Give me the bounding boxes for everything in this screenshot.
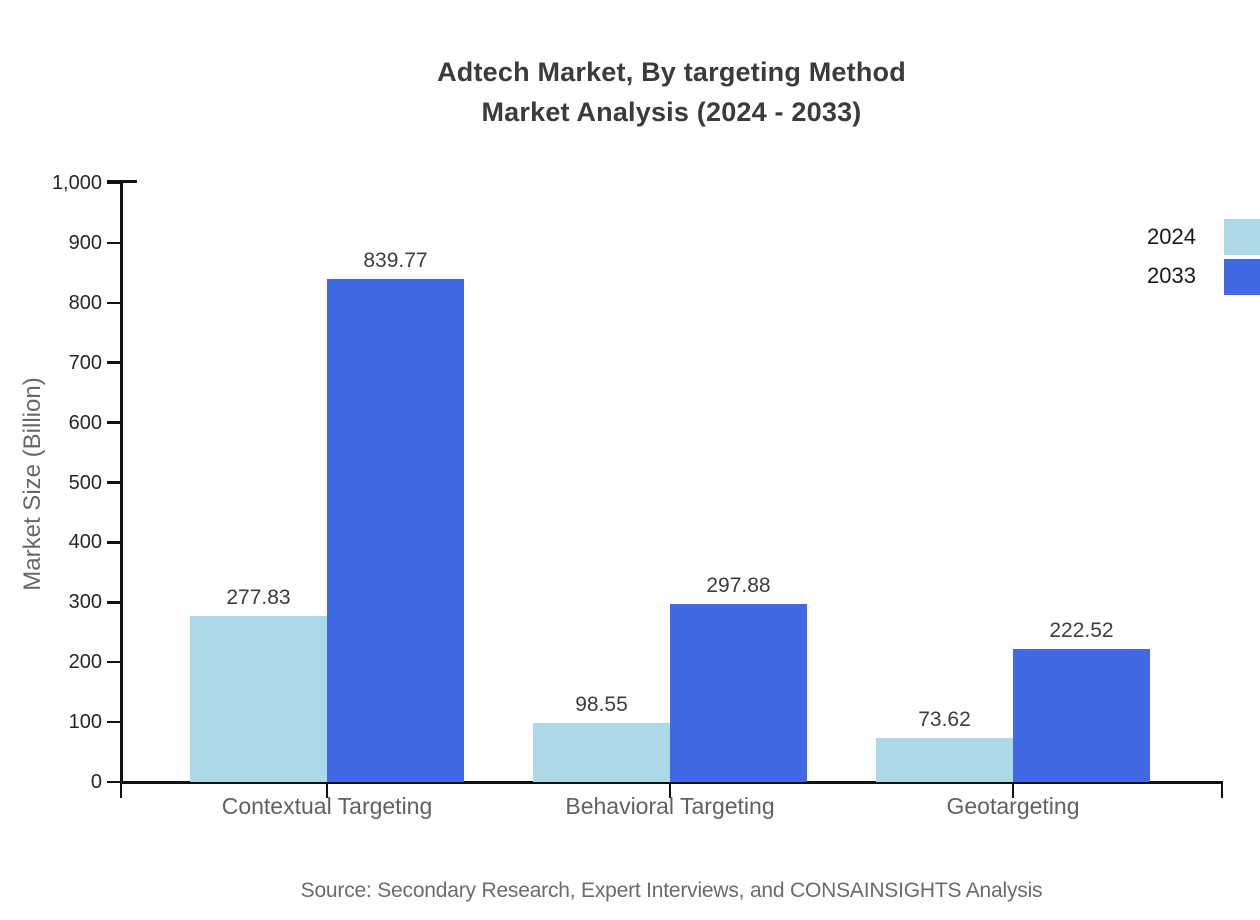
y-tick-label: 500	[68, 471, 102, 494]
bar	[876, 737, 1013, 782]
y-tick	[107, 601, 120, 604]
bar	[670, 603, 807, 782]
x-tick	[119, 783, 123, 798]
value-label: 222.52	[1049, 618, 1114, 642]
bar	[190, 615, 327, 782]
y-tick-label: 400	[68, 531, 102, 554]
y-tick	[107, 301, 120, 305]
y-tick-label: 300	[68, 591, 102, 614]
y-tick	[107, 720, 120, 724]
category-label: Geotargeting	[946, 793, 1080, 819]
y-tick	[107, 421, 120, 424]
bar	[533, 722, 670, 782]
bar	[1013, 648, 1150, 782]
value-label: 277.83	[226, 585, 291, 609]
y-tick	[107, 481, 120, 484]
y-tick-label: 600	[68, 411, 102, 434]
y-tick-label: 700	[68, 351, 102, 374]
y-tick-label: 200	[68, 651, 102, 674]
y-tick-label: 800	[68, 291, 102, 314]
x-tick	[325, 783, 329, 798]
y-axis-endcap	[107, 180, 137, 183]
bar	[327, 278, 464, 782]
x-tick	[1220, 783, 1224, 798]
y-tick	[107, 780, 120, 784]
chart-title-line1: Adtech Market, By targeting Method	[437, 57, 906, 87]
y-tick	[107, 181, 120, 185]
value-label: 98.55	[575, 692, 628, 716]
y-axis-line	[120, 181, 123, 784]
y-tick-label: 100	[68, 711, 102, 734]
value-label: 297.88	[706, 573, 771, 597]
y-tick	[107, 660, 120, 664]
value-label: 73.62	[918, 707, 971, 731]
source-attribution: Source: Secondary Research, Expert Inter…	[300, 879, 1043, 902]
value-label: 839.77	[363, 248, 428, 272]
legend-label: 2024	[1147, 224, 1196, 249]
y-tick-label: 0	[90, 771, 102, 793]
chart-title: Adtech Market, By targeting Method Marke…	[121, 52, 1222, 132]
y-tick	[107, 541, 120, 544]
legend-swatch	[1224, 219, 1260, 255]
y-tick-label: 1,000	[51, 172, 102, 194]
y-tick	[107, 361, 120, 364]
category-label: Contextual Targeting	[221, 793, 433, 819]
category-label: Behavioral Targeting	[565, 793, 775, 819]
x-tick	[668, 783, 672, 798]
legend-label: 2033	[1147, 263, 1196, 288]
y-tick-label: 900	[68, 231, 102, 254]
x-axis-line	[120, 781, 1223, 784]
x-tick	[1011, 783, 1015, 798]
chart-title-line2: Market Analysis (2024 - 2033)	[481, 97, 862, 127]
y-tick	[107, 241, 120, 245]
legend-swatch	[1224, 259, 1260, 295]
